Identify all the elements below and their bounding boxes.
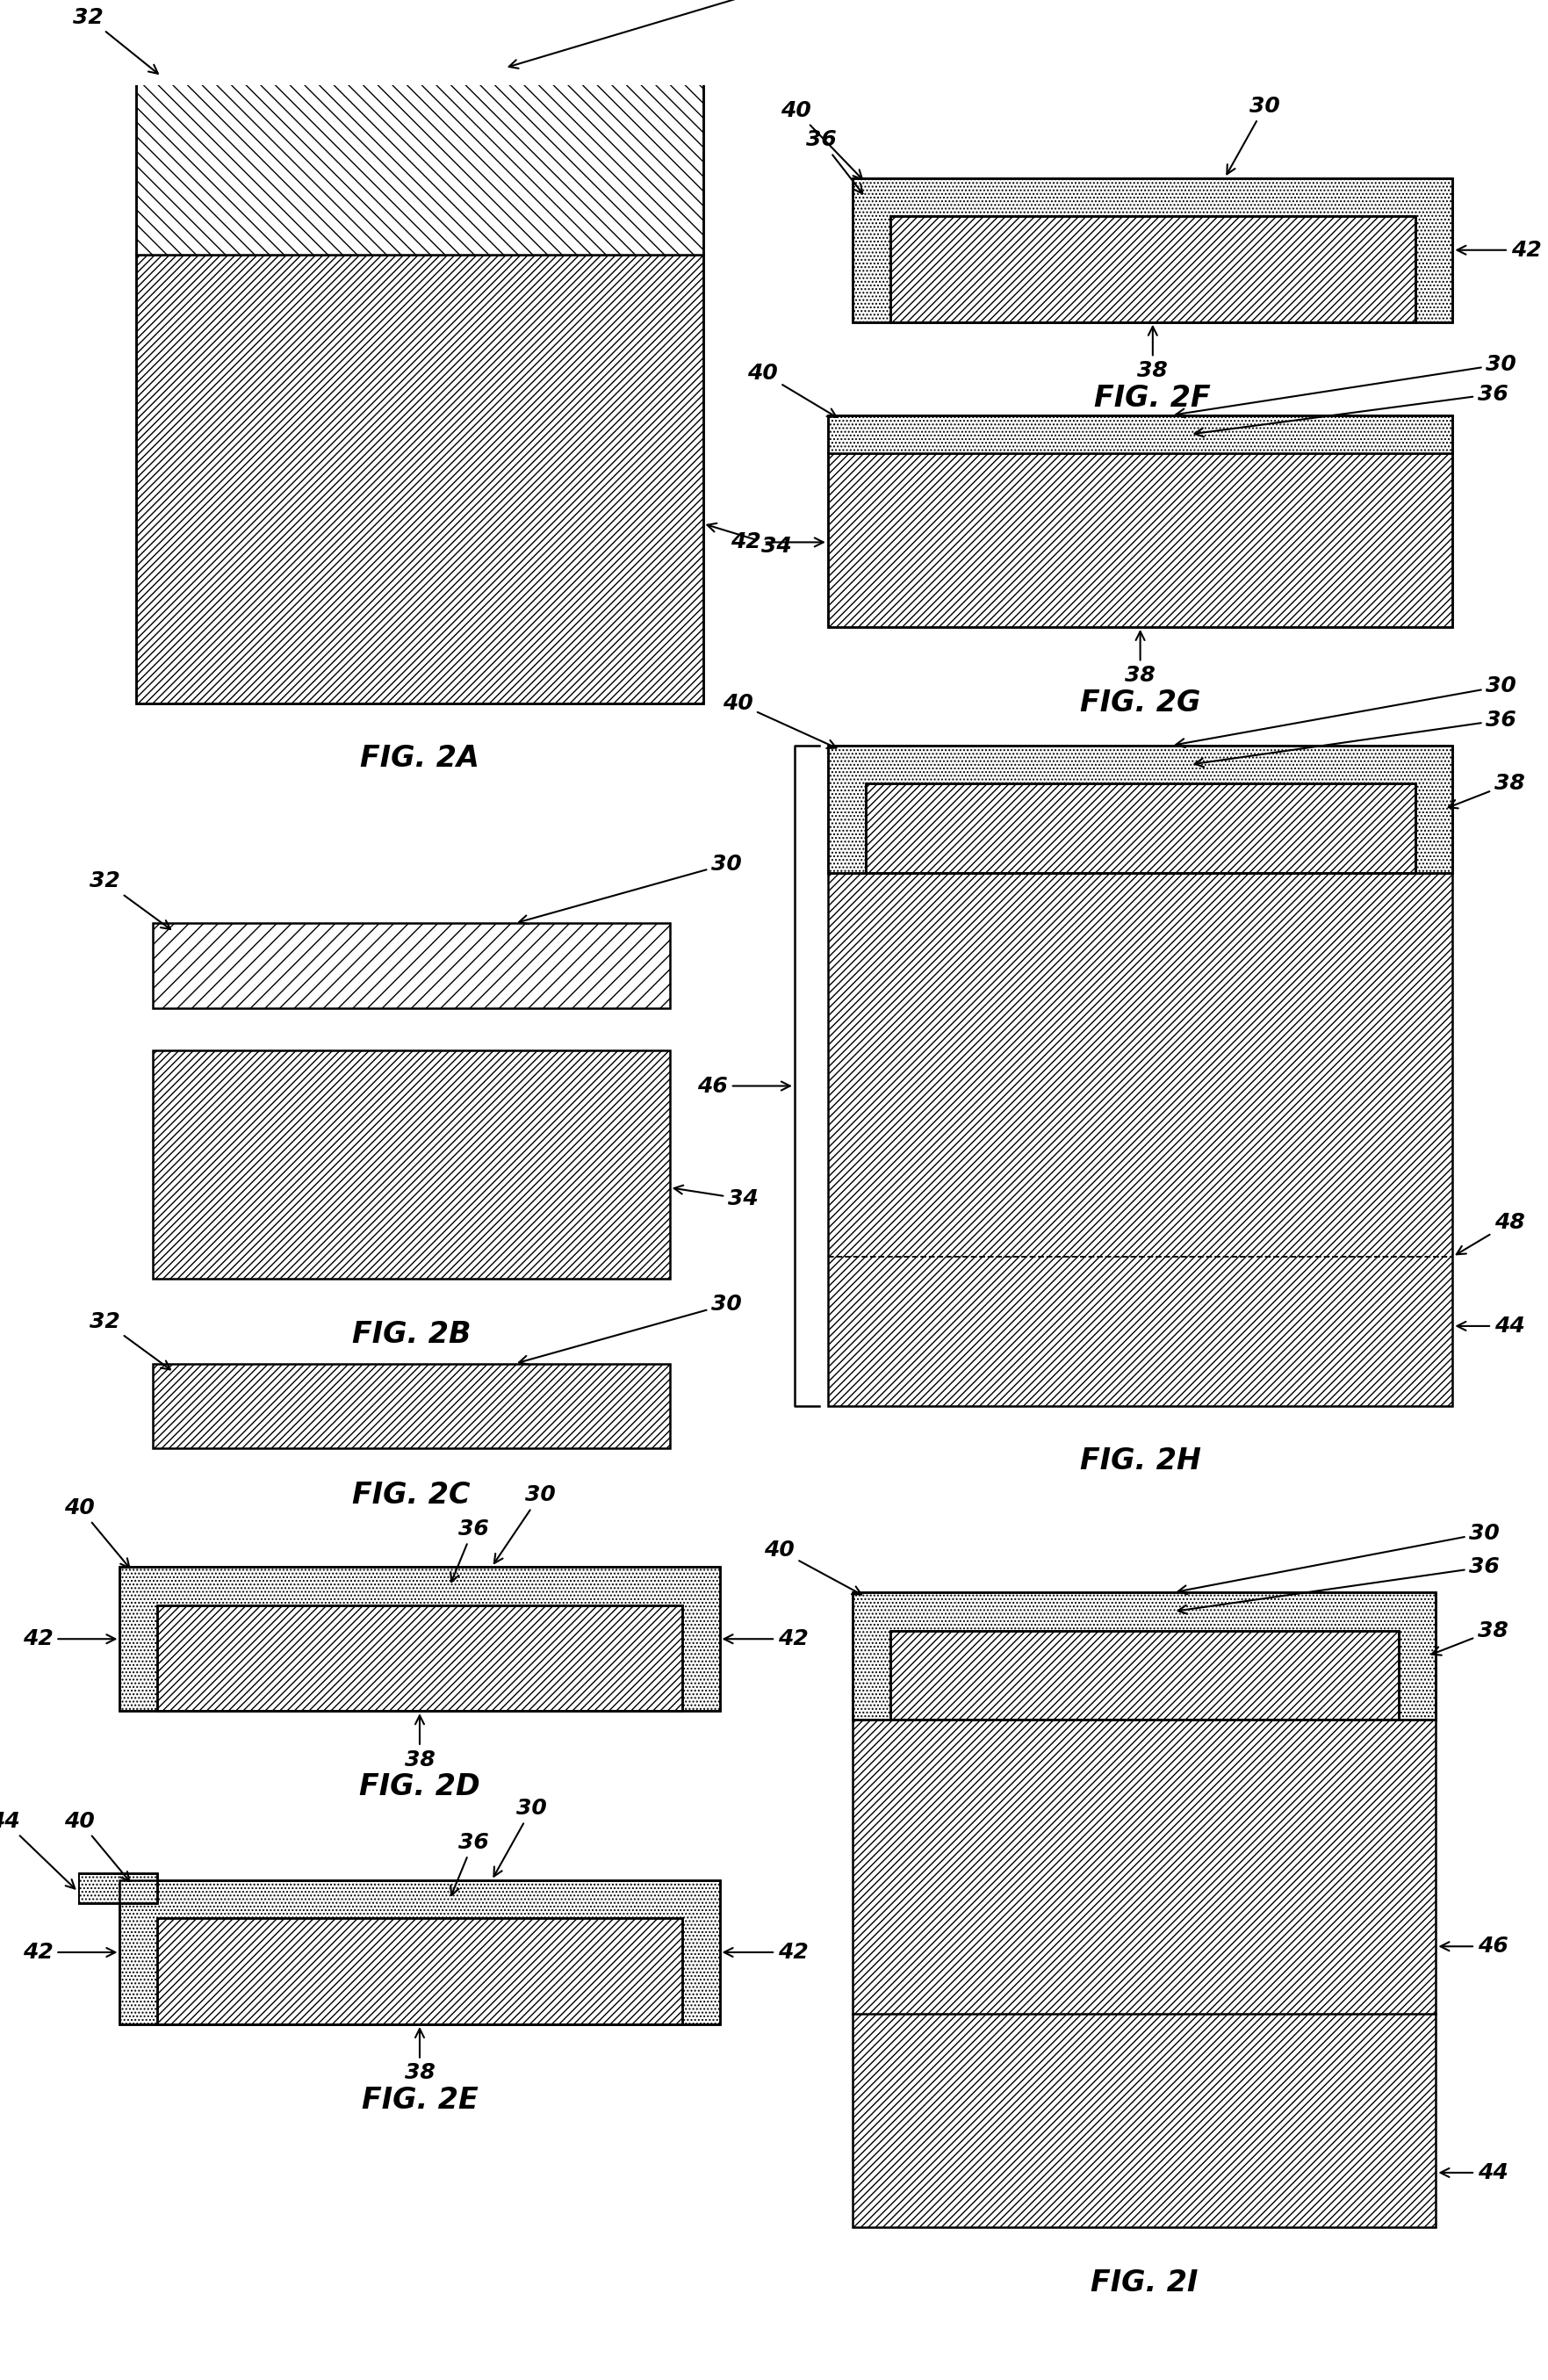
Bar <box>890 1630 1398 1718</box>
Text: 44: 44 <box>0 1811 74 1890</box>
Text: 42: 42 <box>724 1628 808 1649</box>
Text: FIG. 2G: FIG. 2G <box>1081 688 1201 719</box>
Text: 30: 30 <box>1228 95 1280 174</box>
Text: 42: 42 <box>23 1628 115 1649</box>
Text: FIG. 2F: FIG. 2F <box>1094 383 1211 412</box>
Text: 32: 32 <box>90 1311 170 1368</box>
Text: FIG. 2H: FIG. 2H <box>1079 1447 1201 1476</box>
Text: 38: 38 <box>1449 774 1525 809</box>
Text: 44: 44 <box>1457 1316 1525 1338</box>
Bar <box>158 1604 683 1711</box>
Bar <box>136 69 703 255</box>
Text: 38: 38 <box>1432 1621 1508 1654</box>
Text: 38: 38 <box>1138 326 1169 381</box>
Bar <box>853 178 1452 321</box>
Bar <box>119 1880 720 2025</box>
Text: FIG. 2E: FIG. 2E <box>361 2085 478 2116</box>
Bar <box>158 1918 683 2025</box>
Text: 44: 44 <box>1441 2161 1508 2182</box>
Bar <box>890 217 1415 321</box>
Bar <box>153 1050 670 1278</box>
Bar <box>853 178 1452 321</box>
Text: 38: 38 <box>404 2028 435 2082</box>
Text: FIG. 2A: FIG. 2A <box>361 743 480 774</box>
Text: 30: 30 <box>509 0 776 69</box>
Text: 36: 36 <box>1195 383 1508 438</box>
Text: FIG. 2B: FIG. 2B <box>351 1319 471 1349</box>
Text: FIG. 2D: FIG. 2D <box>359 1773 480 1802</box>
Text: 38: 38 <box>1125 631 1155 685</box>
Bar <box>828 414 1452 626</box>
Text: 40: 40 <box>780 100 862 178</box>
Text: 36: 36 <box>450 1833 489 1894</box>
Bar <box>853 1592 1437 1718</box>
Text: 46: 46 <box>698 1076 789 1097</box>
Text: 42: 42 <box>23 1942 115 1963</box>
Text: 34: 34 <box>673 1185 759 1209</box>
Bar <box>853 1718 1437 2228</box>
Text: FIG. 2C: FIG. 2C <box>353 1480 471 1509</box>
Text: 34: 34 <box>707 524 791 557</box>
Text: 36: 36 <box>1178 1557 1500 1614</box>
Bar <box>153 1364 670 1449</box>
Text: 30: 30 <box>519 854 741 923</box>
Text: 36: 36 <box>805 129 862 193</box>
Text: 42: 42 <box>724 1942 808 1963</box>
Text: 48: 48 <box>1457 1211 1525 1254</box>
Text: 32: 32 <box>90 871 170 928</box>
Bar <box>119 1566 720 1711</box>
Text: 40: 40 <box>765 1540 861 1595</box>
Bar <box>119 1880 720 2025</box>
Text: 42: 42 <box>1457 240 1542 259</box>
Bar <box>136 255 703 702</box>
Bar <box>136 69 703 702</box>
Text: 40: 40 <box>748 362 836 416</box>
Text: 36: 36 <box>1195 709 1517 766</box>
Text: 32: 32 <box>73 7 158 74</box>
Text: 42: 42 <box>731 531 824 552</box>
Bar <box>158 1604 683 1711</box>
Text: 40: 40 <box>65 1811 130 1880</box>
Text: 30: 30 <box>1176 676 1517 747</box>
Text: 30: 30 <box>494 1485 556 1564</box>
Bar <box>158 1918 683 2025</box>
Bar <box>828 873 1452 1407</box>
Text: 38: 38 <box>404 1716 435 1771</box>
Bar <box>890 217 1415 321</box>
Bar <box>828 745 1452 873</box>
Bar <box>890 1630 1398 1718</box>
Bar <box>77 1873 158 1904</box>
Bar <box>853 1592 1437 1718</box>
Text: FIG. 2I: FIG. 2I <box>1091 2268 1198 2297</box>
Bar <box>828 452 1452 626</box>
Text: 30: 30 <box>494 1797 546 1875</box>
Bar <box>865 783 1415 873</box>
Bar <box>828 745 1452 873</box>
Text: 36: 36 <box>450 1518 489 1583</box>
Text: 30: 30 <box>1178 1523 1500 1595</box>
Text: 40: 40 <box>65 1497 130 1568</box>
Bar <box>828 414 1452 452</box>
Bar <box>119 1566 720 1711</box>
Text: 30: 30 <box>519 1295 741 1364</box>
Bar <box>153 923 670 1009</box>
Text: 46: 46 <box>1441 1935 1508 1956</box>
Bar <box>77 1873 158 1904</box>
Text: 40: 40 <box>723 693 836 747</box>
Text: 30: 30 <box>1176 355 1517 416</box>
Bar <box>865 783 1415 873</box>
